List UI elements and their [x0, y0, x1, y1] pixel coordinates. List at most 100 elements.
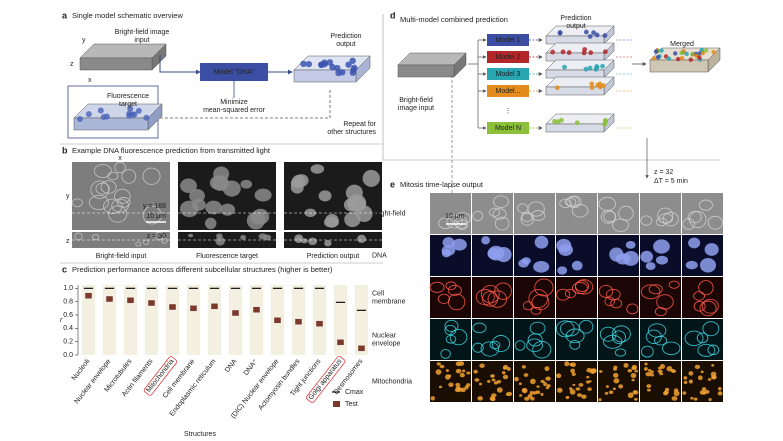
cell	[491, 393, 497, 398]
cell	[693, 291, 706, 301]
cell	[251, 208, 270, 225]
label: Multi-model combined prediction	[400, 15, 508, 24]
label: Prediction	[330, 33, 361, 40]
label: Cell	[372, 290, 385, 297]
column-bg	[165, 285, 180, 355]
cell	[633, 397, 638, 401]
structure	[588, 50, 594, 56]
arrow	[159, 55, 201, 75]
label: output	[566, 23, 586, 30]
cell	[487, 290, 507, 308]
cell	[657, 369, 663, 374]
label: Prediction output	[307, 253, 360, 260]
cell	[571, 282, 588, 295]
cell	[430, 396, 435, 401]
label: b	[62, 145, 68, 155]
column-bg	[207, 285, 222, 355]
nucleus	[97, 107, 104, 114]
structure	[690, 52, 695, 57]
cell	[502, 374, 509, 380]
y-tick-label: 0.0	[63, 352, 73, 359]
test-mark	[105, 295, 114, 303]
cell	[569, 389, 576, 395]
label: Merged	[670, 41, 694, 48]
cell	[604, 296, 616, 307]
cell	[640, 345, 654, 358]
label: mean-squared error	[203, 107, 266, 114]
x-tick-group: DNA⁺	[243, 358, 260, 377]
cell	[565, 328, 585, 344]
cell	[648, 284, 663, 295]
label: ΔT = 5 min	[654, 178, 688, 185]
nucleus	[317, 61, 325, 69]
cell	[179, 200, 199, 218]
cell	[492, 208, 507, 220]
cell	[612, 387, 616, 391]
cell	[490, 374, 494, 378]
cell	[586, 367, 593, 373]
test-mark	[336, 339, 345, 346]
label: Model “DNA”	[214, 69, 255, 76]
cell	[623, 362, 629, 368]
cell	[627, 368, 633, 373]
cell	[491, 335, 511, 352]
cell	[540, 392, 544, 396]
cell	[318, 190, 332, 202]
cell	[533, 261, 550, 273]
cell	[666, 365, 673, 372]
cell	[160, 237, 168, 244]
micrograph	[178, 232, 276, 248]
label: Model...	[496, 88, 521, 95]
cell	[532, 391, 538, 395]
label: x	[118, 155, 122, 162]
test-mark	[294, 318, 303, 325]
column-bg	[102, 285, 117, 355]
cell	[632, 390, 639, 395]
label: Prediction performance across different …	[72, 265, 333, 274]
cell	[608, 390, 614, 395]
test-mark	[84, 292, 93, 299]
nucleus	[345, 61, 352, 68]
cell	[448, 382, 454, 388]
cell	[444, 324, 457, 336]
cell	[296, 237, 302, 241]
label: Fluorescence	[107, 93, 149, 100]
x-tick-label: DNA⁺	[243, 358, 260, 377]
cell	[682, 391, 687, 395]
cell	[90, 180, 110, 199]
y-tick-label: 0.2	[63, 339, 73, 346]
cell	[671, 369, 677, 373]
label: Model 1	[496, 37, 521, 44]
label: y	[82, 37, 86, 44]
cell	[578, 382, 584, 387]
column-bg	[312, 285, 327, 355]
cell	[517, 203, 529, 214]
loss-path	[160, 90, 331, 119]
cell	[527, 333, 543, 347]
cell	[644, 368, 648, 371]
cell	[362, 169, 380, 187]
label: e	[390, 179, 395, 189]
cell	[429, 281, 445, 293]
cell	[556, 373, 562, 379]
cell	[111, 198, 129, 213]
cell	[662, 341, 681, 356]
cell	[654, 335, 668, 346]
test-mark	[168, 303, 177, 311]
layout	[60, 14, 720, 264]
column-bg	[144, 285, 159, 355]
cell	[534, 235, 549, 249]
cell	[571, 372, 576, 376]
cell	[494, 216, 510, 231]
cell	[88, 194, 109, 211]
cell	[143, 239, 150, 245]
cell	[93, 163, 112, 178]
cell	[577, 393, 583, 397]
micrograph	[430, 361, 471, 402]
cell	[220, 203, 236, 216]
cell	[575, 279, 594, 295]
cell	[569, 340, 581, 350]
model-box	[200, 63, 268, 81]
label: c	[62, 264, 67, 274]
